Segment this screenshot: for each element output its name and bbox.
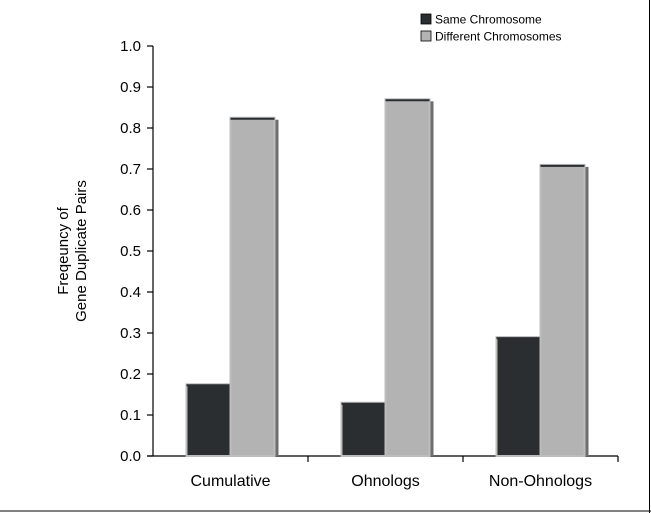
y-ticks: 0.0 0.1 0.2 0.3 0.4 0.5 0.6 0.7 0.8 0.9 1.0 (120, 38, 153, 465)
y-tick-label: 0.1 (120, 407, 141, 424)
x-category-label: Ohnologs (351, 473, 420, 490)
y-axis-title-line: Gene Duplicate Pairs (73, 180, 90, 322)
legend-swatch (420, 13, 432, 25)
y-tick-label: 0.7 (120, 161, 141, 178)
y-tick-label: 0.0 (120, 448, 141, 465)
y-tick-label: 0.9 (120, 79, 141, 96)
y-axis-title-group: Freqeuncy of Gene Duplicate Pairs (55, 180, 90, 322)
bars (185, 98, 589, 458)
bar-same-cumulative (185, 383, 232, 457)
legend: Same Chromosome Different Chromosomes (420, 13, 562, 44)
legend-label: Different Chromosomes (435, 30, 562, 44)
bar-same-ohnologs (340, 401, 387, 458)
bar-different-ohnologs (384, 98, 431, 458)
y-tick-label: 0.4 (120, 284, 141, 301)
x-category-label: Cumulative (190, 473, 270, 490)
x-category-label: Non-Ohnologs (489, 473, 592, 490)
y-tick-label: 0.6 (120, 202, 141, 219)
y-tick-label: 0.2 (120, 366, 141, 383)
y-tick-label: 0.3 (120, 325, 141, 342)
legend-label: Same Chromosome (435, 13, 542, 27)
bar-same-non-ohnologs (495, 336, 542, 458)
y-axis-title-line: Freqeuncy of (55, 206, 72, 294)
bar-different-cumulative (229, 116, 276, 457)
legend-swatch (420, 30, 432, 42)
y-tick-label: 0.5 (120, 243, 141, 260)
y-tick-label: 0.8 (120, 120, 141, 137)
y-tick-label: 1.0 (120, 38, 141, 55)
x-category-labels: Cumulative Ohnologs Non-Ohnologs (190, 473, 592, 490)
bar-different-non-ohnologs (539, 163, 586, 457)
y-axis-title: Freqeuncy of Gene Duplicate Pairs (55, 180, 90, 322)
